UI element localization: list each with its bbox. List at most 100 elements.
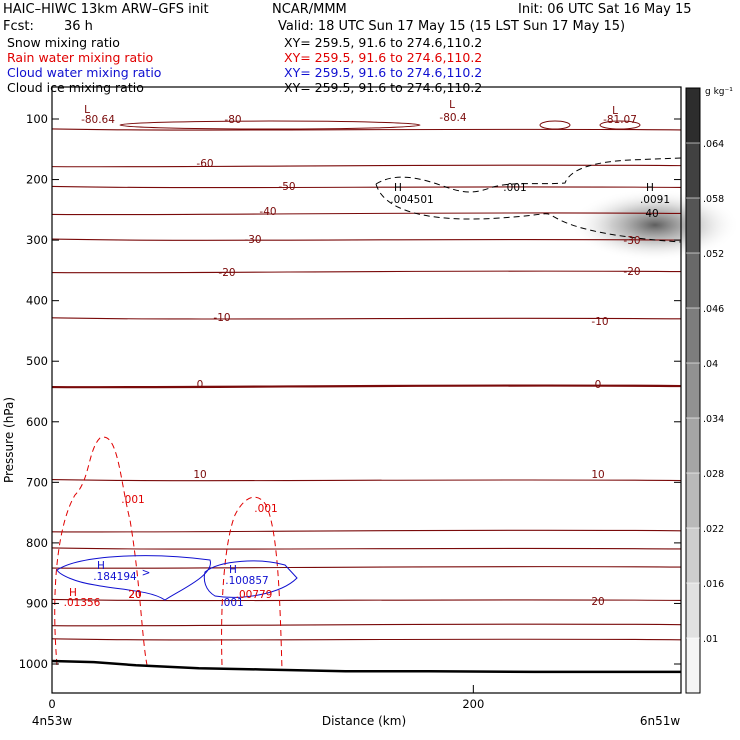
y-tick-label: 400 <box>26 294 48 308</box>
isotherm-line <box>51 478 682 482</box>
isotherm-line <box>51 547 682 550</box>
y-tick-label: 700 <box>26 475 48 489</box>
x-tick-label: 0 <box>48 697 55 711</box>
isotherm-label: -30 <box>623 235 640 247</box>
colorbar-tick-label: .01 <box>703 634 718 645</box>
isotherm-line <box>51 270 682 274</box>
cloud-ice-label: H <box>646 182 654 194</box>
cloud-water-label: H <box>229 564 237 576</box>
colorbar-tick-label: .016 <box>703 579 724 590</box>
rain-contour <box>221 496 283 671</box>
colorbar-segment <box>686 638 700 693</box>
isotherm-label: -81.07 <box>603 114 637 126</box>
colorbar: .01 .016 .022 .028 .034 .04 .046 .052 .058 .064 <box>685 87 724 694</box>
plot-area: -80.64 -80 -80.4 -81.07 -60 -50 -40 -30 -20 -10 0 1… <box>51 99 740 674</box>
cloud-ice-label: .001 <box>503 182 526 194</box>
isotherm-line <box>51 317 682 320</box>
colorbar-tick-label: .046 <box>703 304 724 315</box>
isotherm-line <box>51 623 682 627</box>
isotherm-line <box>51 384 682 389</box>
cloud-water-label: .100857 <box>225 575 268 587</box>
field-legend: Snow mixing ratio XY= 259.5, 91.6 to 274.… <box>7 35 482 95</box>
legend-label: Rain water mixing ratio <box>7 50 153 65</box>
isotherm-label: -60 <box>196 158 213 170</box>
isotherm-label: 20 <box>128 589 141 601</box>
y-tick-label: 1000 <box>19 657 48 671</box>
x-endpoint-left: 4n53w <box>32 714 73 728</box>
low-marker: L <box>612 105 618 117</box>
isotherm-label: -50 <box>278 181 295 193</box>
isotherm-label: -80.64 <box>81 114 115 126</box>
colorbar-segment <box>686 418 700 473</box>
init-time: Init: 06 UTC Sat 16 May 15 <box>518 2 692 17</box>
cloud-ice-label: H <box>394 182 402 194</box>
isotherm-line <box>51 638 682 641</box>
rain-contour <box>54 436 148 666</box>
cloud-ice-label: 40 <box>645 208 658 220</box>
isotherm-label: 20 <box>591 596 604 608</box>
valid-time: Valid: 18 UTC Sun 17 May 15 (15 LST Sun … <box>278 19 625 34</box>
y-tick-label: 300 <box>26 233 48 247</box>
isotherm-line <box>51 529 682 533</box>
isotherm-line <box>51 565 682 569</box>
low-marker: L <box>449 99 455 111</box>
x-endpoint-right: 6n51w <box>640 714 681 728</box>
isotherm-label: -30 <box>244 234 261 246</box>
plot-frame <box>51 86 682 694</box>
isotherm-line <box>51 212 682 216</box>
org-label: NCAR/MMM <box>272 2 347 17</box>
isotherm-line <box>51 238 682 241</box>
colorbar-segment <box>686 143 700 198</box>
colorbar-tick-label: .052 <box>703 249 724 260</box>
isotherm-label: -10 <box>213 312 230 324</box>
colorbar-segment <box>686 198 700 253</box>
y-axis-title: Pressure (hPa) <box>2 397 16 483</box>
colorbar-tick-label: .022 <box>703 524 724 535</box>
colorbar-tick-label: .058 <box>703 194 724 205</box>
cloud-ice-label: .004501 <box>390 194 433 206</box>
fcst-value: 36 h <box>64 19 93 34</box>
colorbar-segment <box>686 88 700 143</box>
colorbar-tick-label: .028 <box>703 469 724 480</box>
y-tick-label: 200 <box>26 173 48 187</box>
cloud-ice-contour <box>375 157 682 243</box>
isotherm-label: 0 <box>197 379 204 391</box>
isotherm-line <box>51 164 682 168</box>
colorbar-segment <box>686 473 700 528</box>
low-contour <box>119 120 421 130</box>
y-tick-label: 800 <box>26 536 48 550</box>
isotherm-label: -80 <box>224 114 241 126</box>
isotherm-label: -20 <box>623 266 640 278</box>
rain-label: .00779 <box>236 589 273 601</box>
isotherm-line <box>51 598 682 602</box>
legend-label: Snow mixing ratio <box>7 35 120 50</box>
low-contour <box>539 120 571 130</box>
y-tick-label: 900 <box>26 596 48 610</box>
legend-xy: XY= 259.5, 91.6 to 274.6,110.2 <box>284 35 482 50</box>
isotherm-label: -20 <box>218 267 235 279</box>
cloud-water-label: .001 <box>220 597 243 609</box>
x-tick-label: 200 <box>462 697 484 711</box>
colorbar-tick-label: .04 <box>703 359 718 370</box>
rain-label: .001 <box>254 503 277 515</box>
low-marker: L <box>84 104 90 116</box>
colorbar-segment <box>686 528 700 583</box>
isotherm-label: 10 <box>193 469 206 481</box>
colorbar-unit: g kg⁻¹ <box>705 87 733 97</box>
isotherm-line <box>51 185 682 189</box>
colorbar-tick-label: .064 <box>703 139 724 150</box>
y-tick-label: 600 <box>26 415 48 429</box>
colorbar-tick-label: .034 <box>703 414 724 425</box>
cloud-water-label: .184194 <box>93 571 137 583</box>
cloud-water-contour <box>56 555 211 601</box>
y-tick-label: 500 <box>26 354 48 368</box>
rain-label: .001 <box>121 494 144 506</box>
isotherm-label: 0 <box>595 379 602 391</box>
rain-label: H <box>69 587 77 599</box>
fcst-label: Fcst: <box>3 19 34 34</box>
legend-xy: XY= 259.5, 91.6 to 274.6,110.2 <box>284 65 482 80</box>
y-tick-label: 100 <box>26 112 48 126</box>
legend-label: Cloud water mixing ratio <box>7 65 161 80</box>
